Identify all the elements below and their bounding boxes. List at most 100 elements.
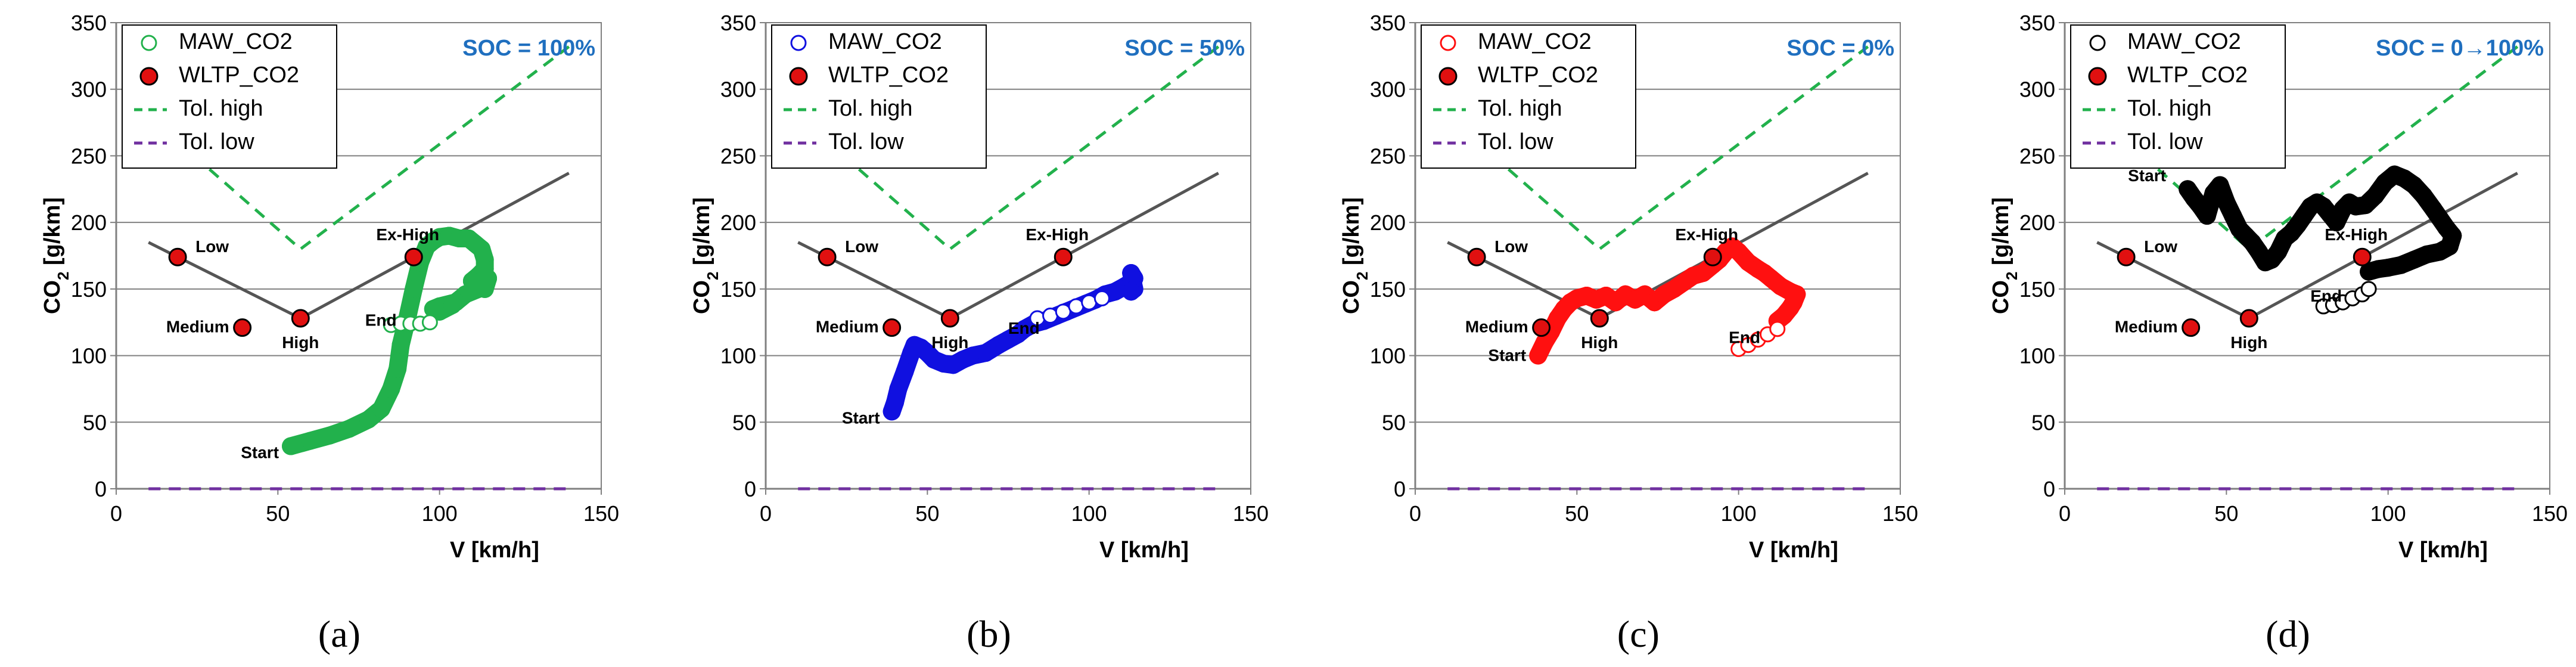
wltp-point-label: Medium — [166, 318, 229, 336]
legend-box — [771, 24, 987, 169]
x-tick-label: 50 — [2214, 501, 2238, 526]
y-tick-label: 100 — [1370, 344, 1406, 368]
legend-tol-high-label: Tol. high — [179, 96, 263, 121]
legend-wltp-marker — [139, 67, 159, 86]
y-axis-label-subscript: 2 — [1353, 272, 1371, 280]
y-tick-label: 50 — [732, 410, 756, 435]
y-tick-label: 300 — [2019, 77, 2055, 102]
y-tick-label: 100 — [71, 344, 107, 368]
y-tick-label: 50 — [2031, 410, 2055, 435]
x-tick-label: 150 — [1882, 501, 1918, 526]
maw-point — [372, 399, 390, 418]
start-label: Start — [241, 443, 279, 462]
maw-point — [389, 359, 407, 378]
x-tick-label: 150 — [583, 501, 619, 526]
wltp-point — [1590, 309, 1609, 328]
wltp-point — [291, 309, 310, 328]
maw-point — [896, 362, 914, 381]
start-label: Start — [1488, 346, 1526, 364]
x-tick-label: 0 — [1409, 501, 1421, 526]
x-axis-label: V [km/h] — [450, 538, 539, 563]
legend: MAW_CO2 WLTP_CO2 Tol. high Tol. low — [122, 24, 337, 169]
x-tick-label: 0 — [760, 501, 772, 526]
y-tick-label: 200 — [2019, 210, 2055, 235]
wltp-point-label: Ex-High — [1026, 225, 1089, 244]
wltp-point — [2117, 247, 2136, 266]
chart-panel-3: 0 50 100 150 200 250 300 350 0 50 100 150 V [km/h] CO… — [1339, 11, 1918, 655]
wltp-point — [2353, 247, 2372, 266]
soc-label: SOC = 100% — [462, 36, 595, 61]
legend: MAW_CO2 WLTP_CO2 Tol. high Tol. low — [771, 24, 987, 169]
y-tick-label: 250 — [71, 144, 107, 168]
maw-point — [977, 344, 995, 362]
maw-point — [1122, 264, 1141, 283]
y-tick-label: 200 — [71, 210, 107, 235]
legend-box — [2070, 24, 2286, 169]
wltp-point-label: Low — [195, 237, 229, 256]
maw-point — [2217, 193, 2236, 212]
x-tick-label: 150 — [2532, 501, 2568, 526]
wltp-point-label: Ex-High — [376, 225, 439, 244]
x-tick-label: 50 — [266, 501, 290, 526]
legend-box — [1421, 24, 1636, 169]
wltp-point — [1467, 247, 1486, 266]
legend-wltp-marker — [2088, 67, 2107, 86]
legend-maw-marker — [790, 35, 807, 51]
legend-maw-label: MAW_CO2 — [179, 29, 293, 54]
start-label: Start — [2128, 166, 2166, 185]
y-tick-label: 350 — [2019, 11, 2055, 35]
maw-point-open — [1093, 290, 1110, 306]
legend-maw-label: MAW_CO2 — [828, 29, 942, 54]
legend-maw-marker — [2089, 35, 2106, 51]
maw-point — [282, 437, 300, 455]
y-axis-label: CO2 [g/km] — [1988, 197, 2021, 314]
y-tick-label: 300 — [720, 77, 756, 102]
x-tick-label: 150 — [1233, 501, 1269, 526]
y-tick-label: 50 — [1382, 410, 1406, 435]
y-tick-label: 150 — [720, 277, 756, 302]
maw-point — [405, 280, 423, 298]
wltp-point — [1703, 247, 1722, 266]
legend-tol-high-label: Tol. high — [1478, 96, 1562, 121]
wltp-point — [2182, 318, 2201, 337]
y-tick-label: 300 — [71, 77, 107, 102]
soc-label: SOC = 50% — [1124, 36, 1245, 61]
y-tick-label: 350 — [71, 11, 107, 35]
legend-tol-low-label: Tol. low — [828, 129, 904, 154]
y-axis-label-subscript: 2 — [2003, 272, 2021, 280]
y-tick-label: 300 — [1370, 77, 1406, 102]
wltp-point — [940, 309, 959, 328]
wltp-point — [404, 247, 423, 266]
panel-caption: (a) — [318, 613, 361, 655]
legend-wltp-label: WLTP_CO2 — [179, 63, 299, 88]
legend: MAW_CO2 WLTP_CO2 Tol. high Tol. low — [1421, 24, 1636, 169]
maw-point — [1529, 346, 1548, 365]
x-tick-label: 0 — [2059, 501, 2071, 526]
maw-point — [321, 426, 339, 445]
x-axis-label: V [km/h] — [1749, 538, 1838, 563]
maw-point — [382, 380, 400, 398]
chart-panel-2: 0 50 100 150 200 250 300 350 0 50 100 150 V [km/h] CO… — [689, 11, 1269, 655]
wltp-point — [1054, 247, 1073, 266]
x-tick-label: 100 — [1071, 501, 1107, 526]
end-label: End — [2310, 287, 2342, 305]
maw-point-open — [2360, 281, 2377, 297]
x-tick-label: 0 — [110, 501, 122, 526]
y-axis-label-subscript: 2 — [704, 272, 722, 280]
soc-label: SOC = 0→100% — [2376, 36, 2544, 61]
maw-point — [2366, 187, 2384, 205]
legend-tol-high-label: Tol. high — [2127, 96, 2212, 121]
y-tick-label: 150 — [1370, 277, 1406, 302]
x-tick-label: 50 — [915, 501, 939, 526]
y-axis-label-unit: [g/km] — [40, 197, 65, 272]
wltp-point-label: Ex-High — [2325, 225, 2388, 244]
y-tick-label: 250 — [720, 144, 756, 168]
maw-point — [2415, 187, 2433, 205]
legend-wltp-marker — [1438, 67, 1458, 86]
legend-tol-high-label: Tol. high — [828, 96, 913, 121]
maw-point — [2269, 243, 2288, 261]
panel-caption: (b) — [967, 613, 1011, 655]
maw-point — [359, 410, 378, 429]
y-axis-label-subscript: 2 — [54, 272, 72, 280]
wltp-point-label: Medium — [2115, 318, 2178, 336]
